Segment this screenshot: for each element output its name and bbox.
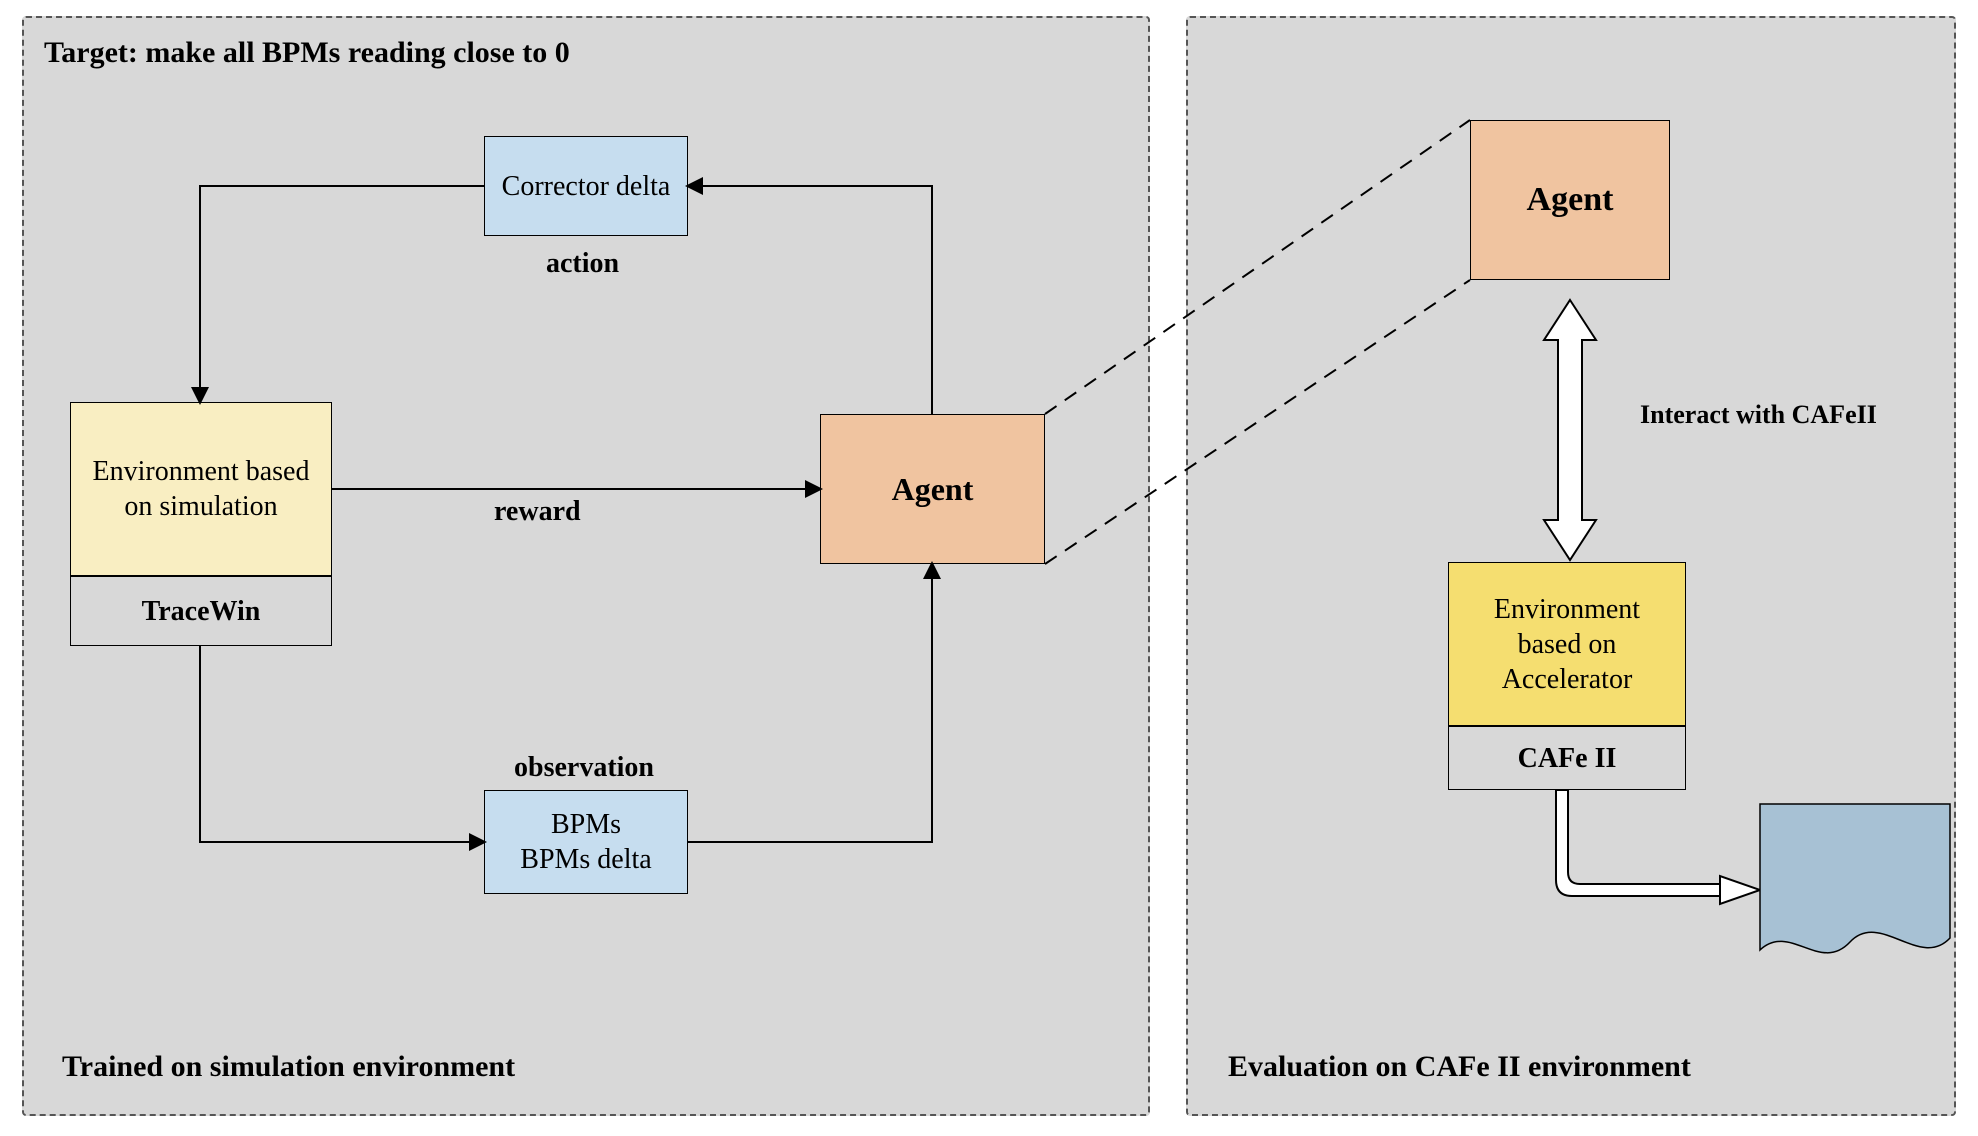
action-label: action [546, 248, 619, 280]
agent-left: Agent [820, 414, 1045, 564]
agent-left-text: Agent [892, 469, 974, 509]
env-accel-bottom-text: CAFe II [1518, 741, 1617, 776]
env-sim-top-text: Environment based on simulation [89, 454, 313, 524]
interact-label: Interact with CAFeII [1640, 400, 1877, 430]
reward-label: reward [494, 496, 581, 528]
env-accel-bottom: CAFe II [1448, 726, 1686, 790]
bpms-box: BPMs BPMs delta [484, 790, 688, 894]
env-sim-bottom-text: TraceWin [142, 594, 261, 629]
bpms-line1: BPMs [551, 807, 621, 842]
right-footer-label: Evaluation on CAFe II environment [1228, 1050, 1691, 1084]
env-accel-top: Environment based on Accelerator [1448, 562, 1686, 726]
result-prefix: Result: [1770, 826, 1849, 855]
target-label: Target: make all BPMs reading close to 0 [44, 36, 570, 70]
env-accel-top-text: Environment based on Accelerator [1465, 592, 1669, 697]
bpms-line2: BPMs delta [520, 842, 651, 877]
result-text: Result:All BPMs < 1mm [1770, 824, 1942, 892]
corrector-text: Corrector delta [502, 169, 671, 204]
agent-right-text: Agent [1527, 179, 1614, 222]
env-sim-top: Environment based on simulation [70, 402, 332, 576]
left-footer-label: Trained on simulation environment [62, 1050, 515, 1084]
agent-right: Agent [1470, 120, 1670, 280]
corrector-box: Corrector delta [484, 136, 688, 236]
env-sim-bottom: TraceWin [70, 576, 332, 646]
observation-label: observation [514, 752, 654, 784]
